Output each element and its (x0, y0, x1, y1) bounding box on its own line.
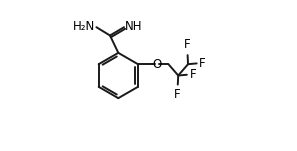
Text: F: F (174, 88, 180, 101)
Text: F: F (189, 68, 196, 81)
Text: O: O (152, 58, 162, 71)
Text: F: F (199, 57, 206, 70)
Text: NH: NH (125, 20, 143, 33)
Text: F: F (184, 39, 190, 51)
Text: H₂N: H₂N (73, 20, 95, 33)
